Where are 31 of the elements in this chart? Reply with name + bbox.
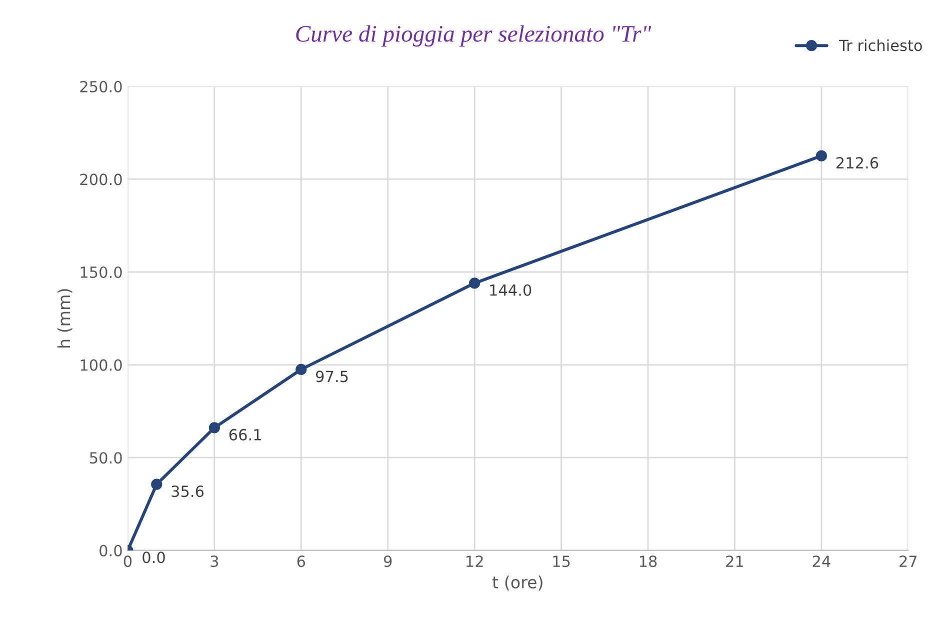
x-tick-label: 18 [640, 556, 657, 568]
point [296, 364, 307, 375]
x-tick-label: 24 [812, 556, 830, 567]
x-axis-title: t (ore) [492, 576, 542, 590]
x-tick-label: 15 [553, 556, 570, 568]
x-tick-label: 0 [124, 556, 132, 568]
data-label: 35.6 [172, 486, 204, 498]
x-tick-label: 9 [384, 556, 392, 568]
point [816, 150, 827, 162]
y-tick-label: 100.0 [80, 359, 122, 371]
legend-label: Tr richiesto [838, 39, 922, 52]
x-tick-label: 12 [466, 556, 483, 567]
y-tick-label: 150.0 [80, 266, 122, 278]
data-label: 144.0 [490, 284, 532, 296]
x-tick-label: 3 [210, 556, 218, 568]
data-label: 0.0 [142, 552, 165, 564]
y-tick-label: 50.0 [90, 452, 122, 464]
data-label: 97.5 [316, 370, 348, 382]
x-tick-label: 6 [297, 556, 306, 568]
point [208, 422, 220, 434]
y-tick-label: 250.0 [80, 80, 122, 92]
data-label: 212.6 [836, 157, 878, 169]
chart-title: Curve di pioggia per selezionato "Tr" [296, 25, 652, 47]
y-tick-label: 0.0 [100, 544, 122, 556]
x-tick-label: 21 [726, 556, 744, 567]
x-tick-label: 27 [900, 556, 917, 567]
point [151, 478, 162, 490]
y-tick-label: 200.0 [80, 174, 122, 186]
y-axis-title: h (mm) [57, 289, 72, 348]
point [469, 278, 480, 289]
data-label: 66.1 [229, 428, 261, 440]
